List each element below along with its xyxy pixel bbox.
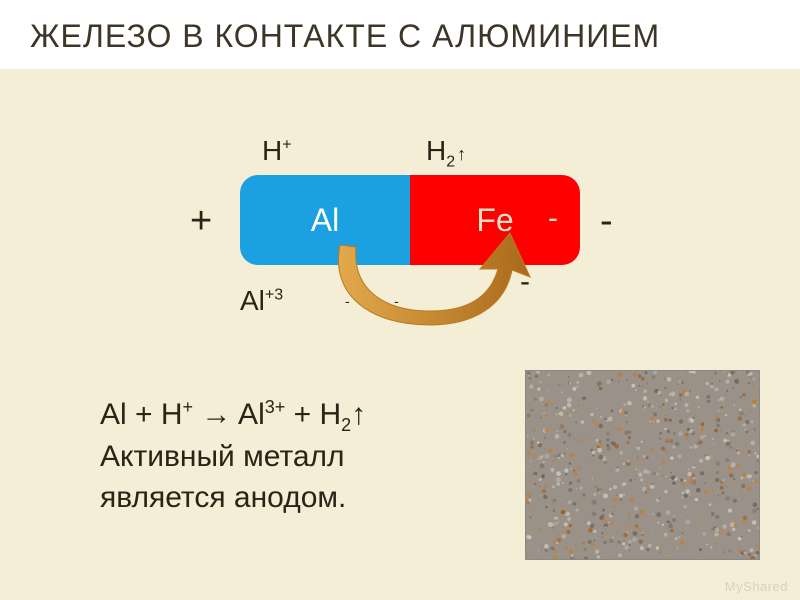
fe-label: Fe — [476, 202, 513, 239]
reaction-equation: Al + H+ → Al3+ + H2↑ Активный металл явл… — [100, 395, 366, 518]
galvanic-diagram: H+ H2↑ Al Fe - + - - Al+3 - - - — [180, 145, 620, 345]
h2-up-arrow: ↑ — [457, 144, 466, 164]
minus-right: - — [600, 200, 613, 243]
h-plus-sup: + — [282, 137, 291, 154]
eq-up: ↑ — [351, 398, 366, 431]
label-al3: Al+3 — [240, 285, 283, 317]
fe-minus-inside: - — [548, 201, 558, 235]
h2-sub: 2 — [446, 154, 455, 171]
equation-line1: Al + H+ → Al3+ + H2↑ — [100, 395, 366, 437]
eq-hsup: + — [183, 397, 194, 417]
slide: ЖЕЛЕЗО В КОНТАКТЕ С АЛЮМИНИЕМ H+ H2↑ Al … — [0, 0, 800, 600]
al-electrode: Al — [240, 175, 410, 265]
equation-line3: является анодом. — [100, 478, 366, 519]
label-h2: H2↑ — [426, 135, 466, 172]
h2-base: H — [426, 135, 446, 166]
plus-left: + — [190, 200, 212, 243]
eq-hsub: 2 — [341, 415, 351, 435]
al-label: Al — [311, 202, 339, 239]
electron-flow-minus: - - - — [345, 293, 407, 309]
watermark: MyShared — [725, 579, 788, 594]
eq-alsup: 3+ — [265, 397, 286, 417]
label-h-plus: H+ — [262, 135, 292, 167]
h-plus-base: H — [262, 135, 282, 166]
slide-title: ЖЕЛЕЗО В КОНТАКТЕ С АЛЮМИНИЕМ — [0, 0, 800, 69]
equation-line2: Активный металл — [100, 437, 366, 478]
eq-al: Al + H — [100, 398, 183, 431]
al3-base: Al — [240, 285, 265, 316]
al3-sup: +3 — [265, 287, 283, 304]
fe-electrode: Fe - — [410, 175, 580, 265]
corroded-metal-image — [525, 370, 760, 560]
minus-below-fe: - — [520, 265, 530, 299]
eq-plush: + H — [285, 398, 341, 431]
eq-arrow: → Al — [193, 398, 265, 431]
